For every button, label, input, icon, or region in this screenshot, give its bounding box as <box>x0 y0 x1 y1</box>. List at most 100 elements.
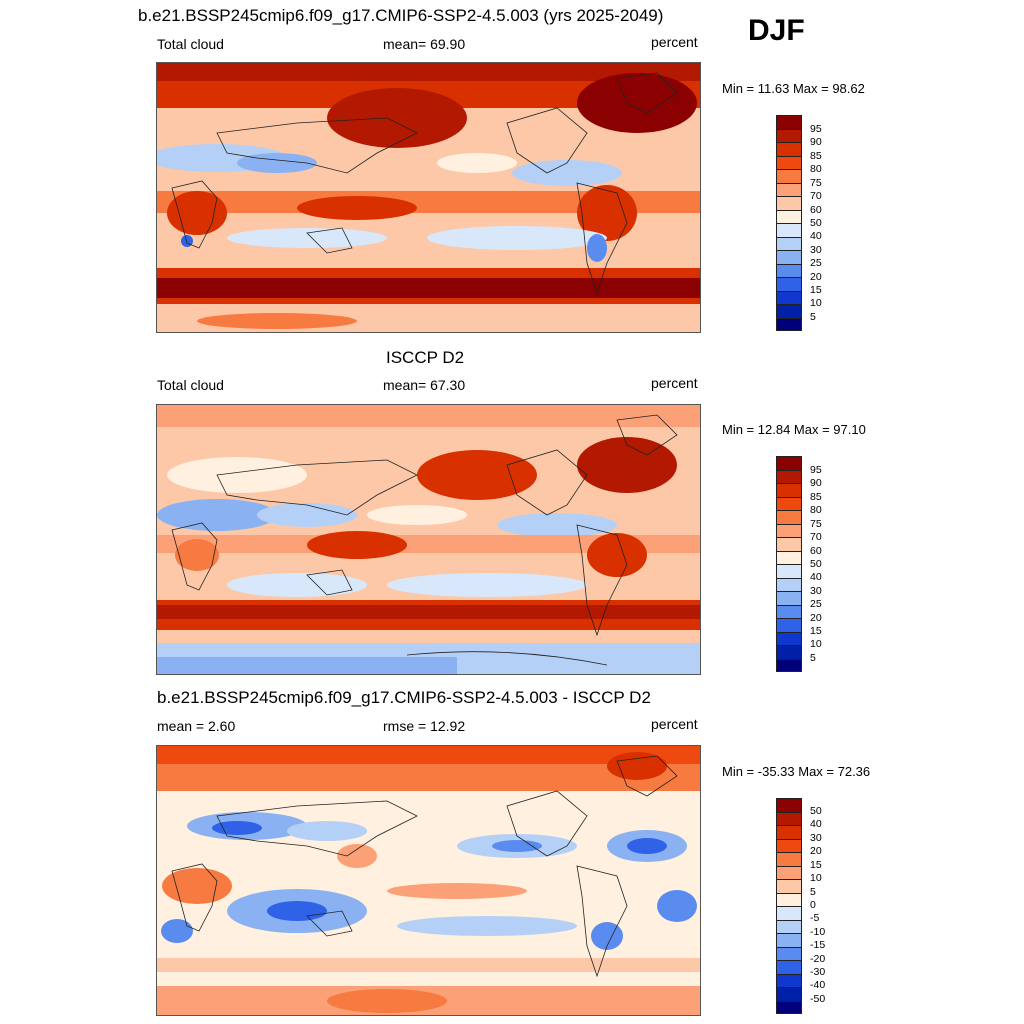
colorbar-segment <box>777 811 801 825</box>
panel1-title: b.e21.BSSP245cmip6.f09_g17.CMIP6-SSP2-4.… <box>138 6 664 25</box>
panel1-map-svg <box>157 63 700 332</box>
colorbar-segment <box>777 987 801 1001</box>
colorbar-segment <box>777 128 801 142</box>
panel2-tick: 60 <box>810 545 822 557</box>
colorbar-segment <box>777 1000 801 1014</box>
panel1-tick: 10 <box>810 297 822 309</box>
panel3-units-label: percent <box>651 716 698 732</box>
panel3-map <box>156 745 701 1016</box>
panel1-tick: 5 <box>810 311 816 323</box>
colorbar-segment <box>777 142 801 156</box>
panel3-map-svg <box>157 746 700 1015</box>
colorbar-segment <box>777 591 801 605</box>
panel3-tick: 50 <box>810 805 822 817</box>
panel2-tick: 15 <box>810 625 822 637</box>
panel3-title: b.e21.BSSP245cmip6.f09_g17.CMIP6-SSP2-4.… <box>157 688 651 707</box>
panel3-tick: 40 <box>810 818 822 830</box>
panel2-tick: 85 <box>810 491 822 503</box>
panel2-tick: 10 <box>810 638 822 650</box>
panel2-tick: 70 <box>810 531 822 543</box>
panel1-tick: 90 <box>810 136 822 148</box>
panel2-variable-label: Total cloud <box>157 377 224 393</box>
colorbar-segment <box>777 798 801 812</box>
panel2-tick: 5 <box>810 652 816 664</box>
colorbar-segment <box>777 919 801 933</box>
colorbar-segment <box>777 879 801 893</box>
colorbar-segment <box>777 223 801 237</box>
panel2-colorbar-segments <box>776 456 802 672</box>
panel2-tick: 20 <box>810 612 822 624</box>
colorbar-segment <box>777 155 801 169</box>
panel1-tick: 40 <box>810 230 822 242</box>
panel3-tick: -15 <box>810 939 826 951</box>
panel1-units-label: percent <box>651 34 698 50</box>
season-label: DJF <box>748 14 805 47</box>
panel2-units-label: percent <box>651 375 698 391</box>
colorbar-segment <box>777 496 801 510</box>
panel1-tick: 30 <box>810 244 822 256</box>
colorbar-segment <box>777 236 801 250</box>
colorbar-segment <box>777 483 801 497</box>
panel2-map-svg <box>157 405 700 674</box>
colorbar-segment <box>777 645 801 659</box>
panel1-tick: 80 <box>810 163 822 175</box>
panel2-map <box>156 404 701 675</box>
colorbar-segment <box>777 196 801 210</box>
panel2-tick: 90 <box>810 477 822 489</box>
panel2-tick: 30 <box>810 585 822 597</box>
panel2-tick: 50 <box>810 558 822 570</box>
panel1-map <box>156 62 701 333</box>
colorbar-segment <box>777 658 801 672</box>
panel3-tick: 20 <box>810 845 822 857</box>
colorbar-segment <box>777 865 801 879</box>
panel1-tick: 95 <box>810 123 822 135</box>
panel1-colorbar-segments <box>776 115 802 331</box>
colorbar-segment <box>777 825 801 839</box>
panel2-tick: 95 <box>810 464 822 476</box>
colorbar-segment <box>777 946 801 960</box>
colorbar-segment <box>777 277 801 291</box>
colorbar-segment <box>777 973 801 987</box>
colorbar-segment <box>777 456 801 470</box>
panel1-tick: 60 <box>810 204 822 216</box>
colorbar-segment <box>777 960 801 974</box>
colorbar-segment <box>777 577 801 591</box>
panel2-tick: 25 <box>810 598 822 610</box>
colorbar-segment <box>777 631 801 645</box>
panel1-tick: 70 <box>810 190 822 202</box>
colorbar-segment <box>777 510 801 524</box>
panel3-tick: 0 <box>810 899 816 911</box>
panel1-tick: 85 <box>810 150 822 162</box>
panel3-tick: 30 <box>810 832 822 844</box>
colorbar-segment <box>777 537 801 551</box>
colorbar-segment <box>777 892 801 906</box>
panel2-minmax-label: Min = 12.84 Max = 97.10 <box>722 422 866 437</box>
colorbar-segment <box>777 838 801 852</box>
panel1-minmax-label: Min = 11.63 Max = 98.62 <box>722 81 865 96</box>
panel3-tick: 10 <box>810 872 822 884</box>
panel3-tick: -50 <box>810 993 826 1005</box>
panel1-mean-label: mean= 69.90 <box>383 36 466 52</box>
colorbar-segment <box>777 523 801 537</box>
panel1-tick: 25 <box>810 257 822 269</box>
panel3-tick: -40 <box>810 979 826 991</box>
panel3-minmax-label: Min = -35.33 Max = 72.36 <box>722 764 871 779</box>
panel2-tick: 40 <box>810 571 822 583</box>
colorbar-segment <box>777 469 801 483</box>
panel1-tick: 15 <box>810 284 822 296</box>
colorbar-segment <box>777 618 801 632</box>
panel1-tick: 20 <box>810 271 822 283</box>
colorbar-segment <box>777 169 801 183</box>
panel2-tick: 80 <box>810 504 822 516</box>
colorbar-segment <box>777 115 801 129</box>
colorbar-segment <box>777 263 801 277</box>
colorbar-segment <box>777 906 801 920</box>
colorbar-segment <box>777 604 801 618</box>
colorbar-segment <box>777 209 801 223</box>
panel3-tick: 5 <box>810 886 816 898</box>
colorbar-segment <box>777 182 801 196</box>
panel3-tick: -5 <box>810 912 820 924</box>
colorbar-segment <box>777 304 801 318</box>
panel3-colorbar-segments <box>776 798 802 1014</box>
panel3-rmse-label: rmse = 12.92 <box>383 718 466 734</box>
